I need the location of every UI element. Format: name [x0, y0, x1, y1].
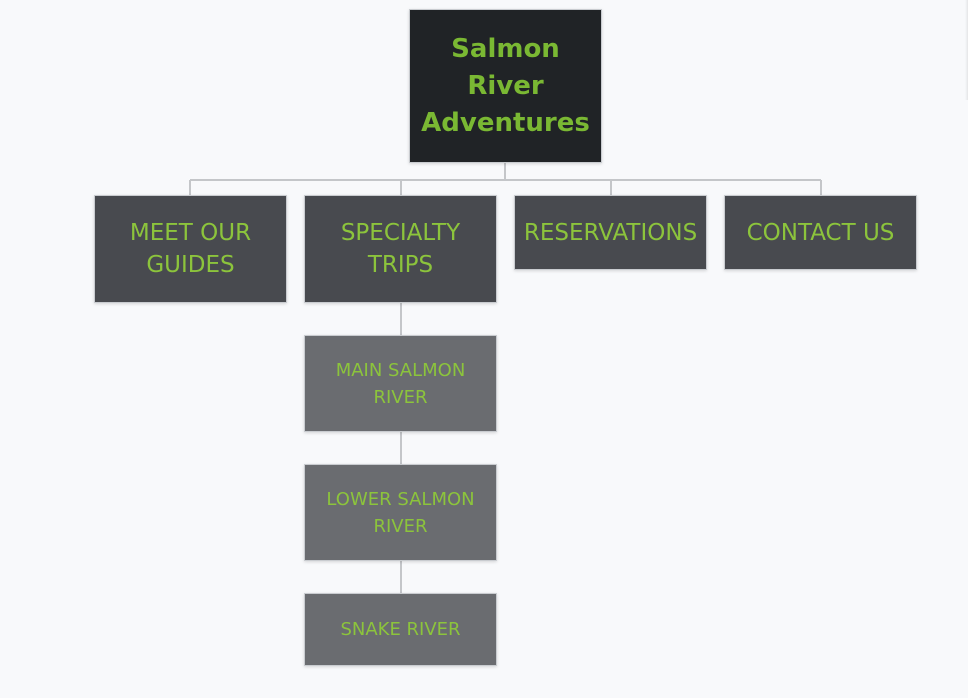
node-specialty-trips[interactable]: SPECIALTY TRIPS	[304, 195, 497, 303]
node-main-salmon-river[interactable]: MAIN SALMON RIVER	[304, 335, 497, 432]
node-label: SNAKE RIVER	[340, 619, 461, 640]
root-node-label: Salmon River Adventures	[421, 33, 590, 138]
scroll-edge-shadow	[965, 0, 968, 100]
node-label: LOWER SALMON RIVER	[326, 488, 475, 537]
node-label: MEET OUR GUIDES	[129, 220, 252, 278]
node-lower-salmon-river[interactable]: LOWER SALMON RIVER	[304, 464, 497, 561]
node-label: RESERVATIONS	[523, 219, 698, 246]
root-node-salmon-river-adventures[interactable]: Salmon River Adventures	[409, 9, 602, 163]
node-reservations[interactable]: RESERVATIONS	[514, 195, 707, 270]
node-label: MAIN SALMON RIVER	[335, 359, 466, 408]
node-contact-us[interactable]: CONTACT US	[724, 195, 917, 270]
node-label: CONTACT US	[746, 219, 895, 246]
node-meet-our-guides[interactable]: MEET OUR GUIDES	[94, 195, 287, 303]
node-snake-river[interactable]: SNAKE RIVER	[304, 593, 497, 666]
node-label: SPECIALTY TRIPS	[340, 220, 461, 278]
